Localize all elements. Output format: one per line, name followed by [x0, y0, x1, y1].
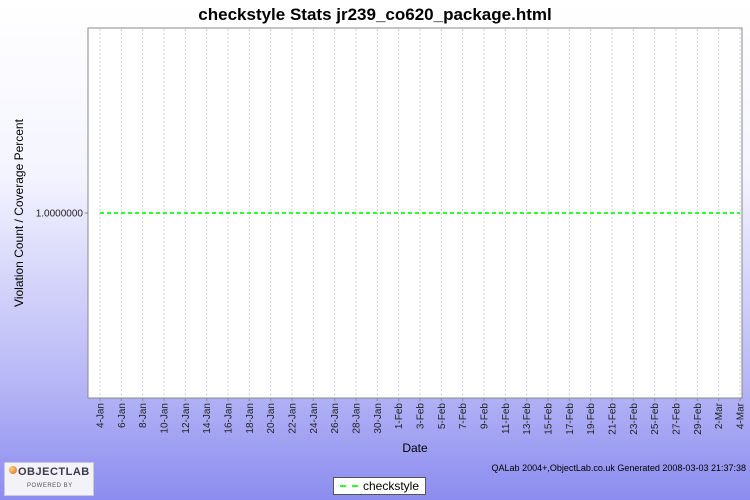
objectlab-logo: OBJECTLAB POWERED BY — [4, 462, 94, 496]
x-tick-label: 9-Feb — [480, 403, 491, 430]
legend: checkstyle — [333, 477, 427, 495]
x-tick-label: 23-Feb — [629, 403, 640, 435]
y-tick-label: 1.0000000 — [36, 209, 84, 220]
x-tick-label: 6-Jan — [117, 403, 128, 428]
x-tick-label: 24-Jan — [309, 403, 320, 434]
x-tick-label: 26-Jan — [330, 403, 341, 434]
x-tick-label: 14-Jan — [202, 403, 213, 434]
y-axis-ticks: 1.0000000 — [36, 209, 88, 220]
x-tick-label: 1-Feb — [394, 403, 405, 430]
x-tick-label: 29-Feb — [693, 403, 704, 435]
x-tick-label: 13-Feb — [522, 403, 533, 435]
logo-mark-icon — [9, 466, 17, 474]
legend-swatch — [340, 485, 358, 487]
chart-title: checkstyle Stats jr239_co620_package.htm… — [198, 5, 551, 24]
x-tick-label: 4-Jan — [96, 403, 107, 428]
x-tick-label: 4-Mar — [736, 402, 747, 429]
x-tick-label: 21-Feb — [608, 403, 619, 435]
x-tick-label: 27-Feb — [672, 403, 683, 435]
x-tick-label: 28-Jan — [352, 403, 363, 434]
x-tick-label: 17-Feb — [565, 403, 576, 435]
x-tick-label: 18-Jan — [245, 403, 256, 434]
x-tick-label: 5-Feb — [437, 403, 448, 430]
x-axis-label: Date — [402, 441, 428, 455]
x-tick-label: 8-Jan — [138, 403, 149, 428]
x-tick-label: 16-Jan — [224, 403, 235, 434]
legend-label: checkstyle — [363, 479, 420, 493]
x-tick-label: 7-Feb — [458, 403, 469, 430]
x-tick-label: 15-Feb — [544, 403, 555, 435]
y-axis-label: Violation Count / Coverage Percent — [12, 118, 26, 307]
x-tick-label: 22-Jan — [288, 403, 299, 434]
x-tick-label: 2-Mar — [714, 402, 725, 429]
x-tick-label: 3-Feb — [416, 403, 427, 430]
x-tick-label: 12-Jan — [181, 403, 192, 434]
x-tick-label: 10-Jan — [160, 403, 171, 434]
x-tick-label: 25-Feb — [650, 403, 661, 435]
logo-powered-by: POWERED BY — [27, 483, 73, 489]
logo-text: OBJECTLAB — [18, 466, 90, 478]
x-tick-label: 11-Feb — [501, 403, 512, 434]
footer-credit: QALab 2004+,ObjectLab.co.uk Generated 20… — [491, 463, 746, 473]
x-axis-ticks: 4-Jan 6-Jan 8-Jan 10-Jan 12-Jan 14-Jan 16-Jan 1… — [96, 398, 747, 435]
x-tick-label: 30-Jan — [373, 403, 384, 434]
x-tick-label: 20-Jan — [266, 403, 277, 434]
x-tick-label: 19-Feb — [586, 403, 597, 435]
